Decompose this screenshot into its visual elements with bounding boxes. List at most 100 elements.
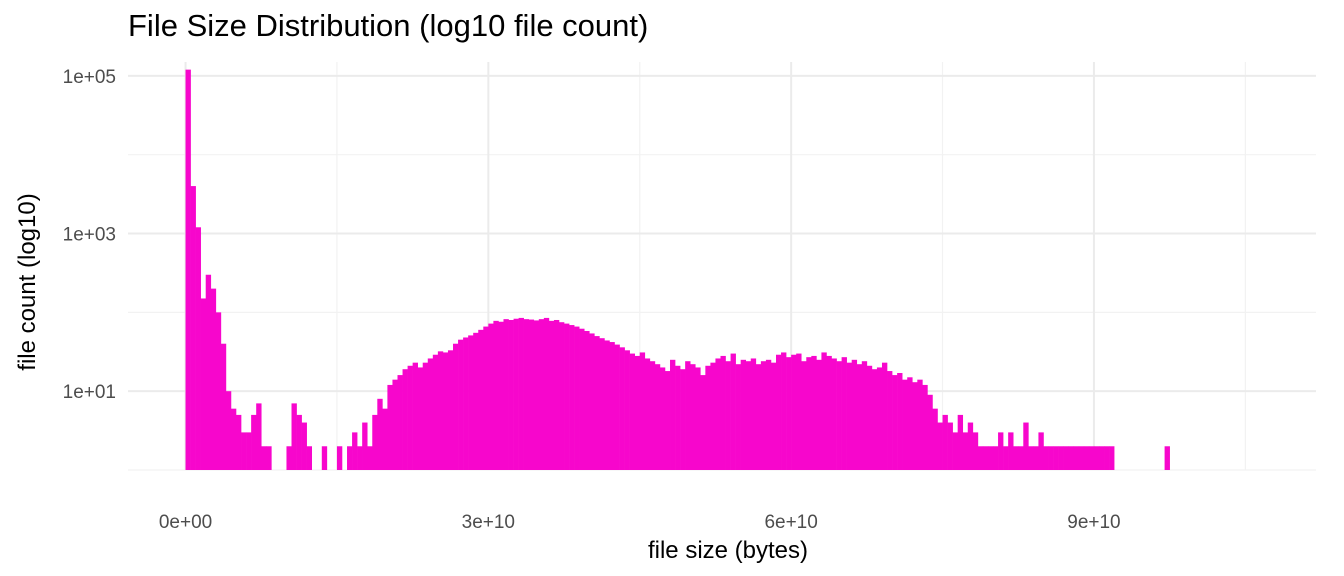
histogram-bar (639, 352, 646, 470)
histogram-bar (1104, 446, 1110, 470)
histogram-bar (1028, 446, 1034, 470)
histogram-bar (912, 382, 918, 470)
histogram-bar (478, 329, 484, 470)
histogram-bar (1038, 432, 1044, 470)
histogram-bar (236, 414, 242, 470)
histogram-bar (1033, 446, 1039, 470)
x-tick-label: 3e+10 (462, 512, 515, 533)
histogram-bar (301, 422, 307, 470)
histogram-bar (836, 361, 842, 470)
histogram-bar (392, 379, 398, 470)
histogram-bar (1043, 446, 1049, 470)
histogram-bar (518, 317, 524, 470)
histogram-bar (397, 375, 403, 470)
histogram-bar (296, 414, 302, 470)
histogram-bar (614, 344, 620, 470)
histogram-bar (811, 355, 817, 470)
histogram-bar (538, 319, 545, 470)
histogram-bar (367, 446, 373, 470)
histogram-bar (776, 354, 782, 470)
histogram-bar (806, 357, 812, 470)
histogram-bar (791, 354, 797, 470)
histogram-bar (942, 414, 948, 470)
histogram-bar (473, 332, 479, 470)
histogram-bar (735, 364, 741, 470)
histogram-bar (604, 340, 610, 470)
histogram-bar (770, 362, 777, 470)
histogram-bar (957, 414, 964, 470)
histogram-bar (321, 446, 328, 470)
histogram-bar (543, 317, 550, 470)
y-tick-label: 1e+05 (63, 67, 116, 88)
histogram-bar (589, 333, 595, 470)
histogram-bar (458, 339, 464, 470)
histogram-bar (1003, 446, 1009, 470)
histogram-bar (664, 371, 671, 470)
histogram-bar (760, 361, 767, 470)
histogram-bar (362, 422, 368, 470)
histogram-bar (922, 384, 928, 470)
histogram-bar (725, 361, 731, 470)
histogram-bar (564, 323, 570, 470)
histogram-bar (594, 336, 600, 470)
histogram-bar (574, 326, 580, 470)
x-tick-label: 0e+00 (159, 512, 212, 533)
histogram-bar (387, 384, 393, 470)
histogram-bar (1098, 446, 1105, 470)
histogram-bar (831, 358, 837, 470)
histogram-bar (750, 358, 757, 470)
histogram-bar (609, 342, 615, 470)
histogram-bar (796, 353, 802, 470)
histogram-bars (185, 69, 1170, 471)
histogram-bar (745, 361, 752, 470)
histogram-bar (306, 446, 313, 470)
histogram-bar (553, 319, 560, 470)
x-tick-label: 6e+10 (764, 512, 817, 533)
histogram-bar (266, 446, 272, 470)
histogram-bar (352, 432, 358, 470)
histogram-bar (927, 394, 933, 470)
histogram-bar (422, 362, 429, 470)
histogram-bar (205, 274, 212, 470)
histogram-bar (336, 446, 343, 470)
histogram-bar (579, 328, 585, 470)
histogram-bar (881, 362, 888, 470)
histogram-bar (710, 362, 716, 470)
histogram-bar (801, 361, 807, 470)
histogram-bar (291, 403, 297, 470)
histogram-bar (715, 358, 721, 470)
histogram-bar (523, 319, 530, 470)
histogram-bar (417, 367, 424, 470)
histogram-bar (407, 365, 413, 470)
y-tick-label: 1e+03 (63, 225, 116, 246)
histogram-bar (185, 69, 191, 471)
histogram-bar (871, 369, 878, 470)
histogram-bar (720, 355, 726, 470)
histogram-bar (695, 367, 701, 470)
histogram-bar (841, 357, 847, 470)
histogram-bar (599, 338, 605, 470)
histogram-bar (569, 325, 575, 470)
histogram-bar (846, 362, 853, 470)
histogram-bar (503, 319, 509, 470)
histogram-bar (1164, 446, 1170, 470)
minor-grid (128, 62, 1316, 471)
histogram-bar (907, 377, 913, 470)
histogram-bar (372, 414, 378, 470)
y-tick-label: 1e+01 (63, 382, 116, 403)
histogram-bar (644, 358, 651, 470)
histogram-bar (215, 312, 222, 470)
histogram-bar (659, 367, 666, 470)
histogram-bar (629, 353, 635, 470)
histogram-bar (190, 186, 196, 470)
histogram-bar (447, 350, 454, 470)
histogram-bar (998, 432, 1004, 470)
histogram-bar (1078, 446, 1085, 470)
histogram-bar (781, 352, 787, 470)
histogram-bar (286, 446, 292, 470)
histogram-bar (700, 375, 706, 470)
histogram-bar (463, 337, 469, 470)
histogram-bar (866, 365, 873, 470)
histogram-bar (987, 446, 994, 470)
histogram-bar (993, 446, 999, 470)
